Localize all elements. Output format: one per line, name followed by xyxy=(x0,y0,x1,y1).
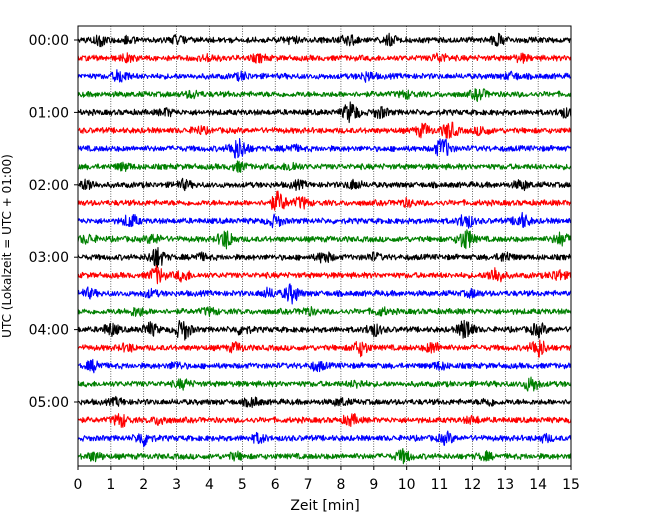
y-tick-label: 02:00 xyxy=(29,178,69,194)
x-tick-label: 6 xyxy=(271,477,280,493)
trace-0200 xyxy=(77,177,572,192)
x-tick-label: 15 xyxy=(562,477,580,493)
trace-0545 xyxy=(77,448,572,465)
trace-0330 xyxy=(77,283,572,305)
trace-0315 xyxy=(77,265,572,285)
x-tick-label: 12 xyxy=(463,477,481,493)
trace-0445 xyxy=(77,376,572,392)
trace-0430 xyxy=(77,358,572,374)
trace-0400 xyxy=(77,319,572,341)
vertical-gridlines xyxy=(110,26,539,466)
x-tick-label: 0 xyxy=(74,477,83,493)
y-tick-label: 03:00 xyxy=(29,250,69,266)
trace-0145 xyxy=(77,160,572,173)
x-tick-label: 10 xyxy=(398,477,416,493)
trace-0045 xyxy=(77,88,572,102)
x-tick-label: 2 xyxy=(139,477,148,493)
trace-0115 xyxy=(77,121,572,139)
trace-0345 xyxy=(77,306,572,318)
trace-0215 xyxy=(77,190,572,211)
x-tick-label: 1 xyxy=(106,477,115,493)
x-tick-label: 11 xyxy=(431,477,449,493)
trace-0015 xyxy=(77,52,572,64)
x-tick-label: 7 xyxy=(304,477,313,493)
x-tick-label: 13 xyxy=(496,477,514,493)
trace-0130 xyxy=(77,138,572,159)
x-axis-ticks: 0 1 2 3 4 5 6 7 8 9 10 11 12 13 14 15 xyxy=(74,466,580,493)
x-tick-label: 9 xyxy=(369,477,378,493)
trace-0245 xyxy=(77,229,572,250)
trace-0530 xyxy=(77,430,572,448)
x-tick-label: 4 xyxy=(205,477,214,493)
y-axis-ticks: 00:00 01:00 02:00 03:00 04:00 05:00 xyxy=(29,33,78,411)
trace-0100 xyxy=(77,101,572,124)
trace-0000 xyxy=(77,32,572,48)
trace-0300 xyxy=(77,246,572,268)
x-tick-label: 5 xyxy=(238,477,247,493)
trace-0230 xyxy=(77,211,572,229)
trace-0415 xyxy=(77,339,572,358)
x-tick-label: 8 xyxy=(336,477,345,493)
y-tick-label: 05:00 xyxy=(29,395,69,411)
y-tick-label: 00:00 xyxy=(29,33,69,49)
x-axis-label: Zeit [min] xyxy=(290,498,359,514)
y-tick-label: 04:00 xyxy=(29,323,69,339)
trace-0030 xyxy=(77,69,572,83)
trace-0515 xyxy=(77,413,572,428)
y-tick-label: 01:00 xyxy=(29,105,69,121)
x-tick-label: 3 xyxy=(172,477,181,493)
trace-0500 xyxy=(77,395,572,408)
seismic-traces xyxy=(77,32,572,465)
y-axis-label: UTC (Lokalzeit = UTC + 01:00) xyxy=(0,154,14,338)
x-tick-label: 14 xyxy=(529,477,547,493)
plot-frame xyxy=(77,25,572,467)
